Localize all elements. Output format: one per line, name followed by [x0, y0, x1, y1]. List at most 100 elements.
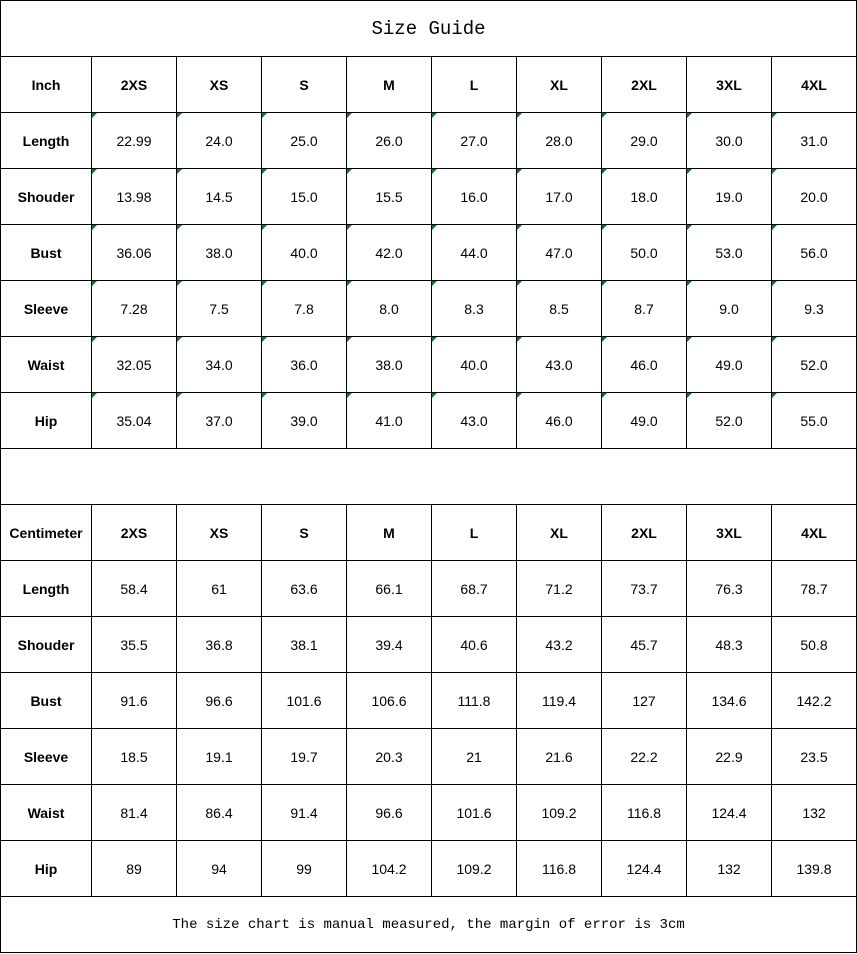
value-cell: 40.0: [431, 336, 517, 393]
table-title: Size Guide: [0, 0, 857, 57]
measurement-label: Bust: [0, 672, 92, 729]
value-cell: 37.0: [176, 392, 262, 449]
size-header-xl: XL: [516, 504, 602, 561]
value-cell: 78.7: [770, 560, 857, 617]
value-cell: 50.8: [770, 616, 857, 673]
value-cell: 39.4: [346, 616, 432, 673]
value-cell: 101.6: [431, 784, 517, 841]
value-cell: 96.6: [346, 784, 432, 841]
value-cell: 7.8: [261, 280, 347, 337]
value-cell: 66.1: [346, 560, 432, 617]
value-cell: 134.6: [686, 672, 772, 729]
size-header-xs: XS: [176, 56, 262, 113]
value-cell: 139.8: [770, 840, 857, 897]
value-cell: 109.2: [431, 840, 517, 897]
table-row: Hip 35.04 37.0 39.0 41.0 43.0 46.0 49.0 52.0 55.0: [0, 392, 857, 449]
value-cell: 49.0: [601, 392, 687, 449]
value-cell: 132: [770, 784, 857, 841]
value-cell: 109.2: [516, 784, 602, 841]
value-cell: 23.5: [770, 728, 857, 785]
value-cell: 19.1: [176, 728, 262, 785]
value-cell: 34.0: [176, 336, 262, 393]
title-row: Size Guide: [0, 0, 857, 57]
value-cell: 7.5: [176, 280, 262, 337]
value-cell: 101.6: [261, 672, 347, 729]
unit-header: Inch: [0, 56, 92, 113]
measurement-label: Length: [0, 112, 92, 169]
value-cell: 30.0: [686, 112, 772, 169]
value-cell: 22.99: [91, 112, 177, 169]
value-cell: 116.8: [601, 784, 687, 841]
value-cell: 68.7: [431, 560, 517, 617]
table-row: Shouder 13.98 14.5 15.0 15.5 16.0 17.0 18.0 19.0…: [0, 168, 857, 225]
size-header-m: M: [346, 56, 432, 113]
value-cell: 8.5: [516, 280, 602, 337]
value-cell: 52.0: [686, 392, 772, 449]
value-cell: 20.0: [770, 168, 857, 225]
value-cell: 56.0: [770, 224, 857, 281]
value-cell: 63.6: [261, 560, 347, 617]
value-cell: 8.7: [601, 280, 687, 337]
measurement-label: Waist: [0, 336, 92, 393]
value-cell: 42.0: [346, 224, 432, 281]
value-cell: 9.0: [686, 280, 772, 337]
value-cell: 40.6: [431, 616, 517, 673]
size-header-l: L: [431, 56, 517, 113]
table-row: Shouder 35.5 36.8 38.1 39.4 40.6 43.2 45.7 48.3 5…: [0, 616, 857, 673]
value-cell: 39.0: [261, 392, 347, 449]
spacer-row: [0, 448, 857, 505]
measurement-label: Hip: [0, 840, 92, 897]
value-cell: 142.2: [770, 672, 857, 729]
value-cell: 41.0: [346, 392, 432, 449]
value-cell: 19.0: [686, 168, 772, 225]
value-cell: 43.0: [431, 392, 517, 449]
value-cell: 91.6: [91, 672, 177, 729]
measurement-label: Bust: [0, 224, 92, 281]
size-header-xl: XL: [516, 56, 602, 113]
size-header-2xs: 2XS: [91, 56, 177, 113]
header-row: Centimeter 2XS XS S M L XL 2XL 3XL 4XL: [0, 504, 857, 561]
measurement-label: Length: [0, 560, 92, 617]
value-cell: 104.2: [346, 840, 432, 897]
value-cell: 24.0: [176, 112, 262, 169]
value-cell: 45.7: [601, 616, 687, 673]
value-cell: 36.06: [91, 224, 177, 281]
size-header-m: M: [346, 504, 432, 561]
value-cell: 124.4: [601, 840, 687, 897]
header-row: Inch 2XS XS S M L XL 2XL 3XL 4XL: [0, 56, 857, 113]
table-row: Length 58.4 61 63.6 66.1 68.7 71.2 73.7 76.3 78.7: [0, 560, 857, 617]
value-cell: 58.4: [91, 560, 177, 617]
size-header-xs: XS: [176, 504, 262, 561]
value-cell: 18.5: [91, 728, 177, 785]
note-row: The size chart is manual measured, the m…: [0, 896, 857, 953]
value-cell: 35.04: [91, 392, 177, 449]
table-row: Bust 91.6 96.6 101.6 106.6 111.8 119.4 127 134.6…: [0, 672, 857, 729]
value-cell: 52.0: [770, 336, 857, 393]
value-cell: 111.8: [431, 672, 517, 729]
value-cell: 47.0: [516, 224, 602, 281]
value-cell: 8.0: [346, 280, 432, 337]
value-cell: 127: [601, 672, 687, 729]
value-cell: 9.3: [770, 280, 857, 337]
value-cell: 36.8: [176, 616, 262, 673]
value-cell: 20.3: [346, 728, 432, 785]
value-cell: 44.0: [431, 224, 517, 281]
value-cell: 81.4: [91, 784, 177, 841]
value-cell: 119.4: [516, 672, 602, 729]
value-cell: 43.0: [516, 336, 602, 393]
measurement-label: Hip: [0, 392, 92, 449]
table-row: Length 22.99 24.0 25.0 26.0 27.0 28.0 29.0 30.0 3…: [0, 112, 857, 169]
size-header-2xs: 2XS: [91, 504, 177, 561]
measurement-label: Waist: [0, 784, 92, 841]
value-cell: 18.0: [601, 168, 687, 225]
value-cell: 38.0: [346, 336, 432, 393]
size-header-2xl: 2XL: [601, 56, 687, 113]
value-cell: 46.0: [601, 336, 687, 393]
value-cell: 8.3: [431, 280, 517, 337]
value-cell: 38.1: [261, 616, 347, 673]
value-cell: 26.0: [346, 112, 432, 169]
size-header-4xl: 4XL: [770, 504, 857, 561]
measurement-label: Sleeve: [0, 280, 92, 337]
footnote: The size chart is manual measured, the m…: [0, 896, 857, 953]
size-header-3xl: 3XL: [686, 56, 772, 113]
